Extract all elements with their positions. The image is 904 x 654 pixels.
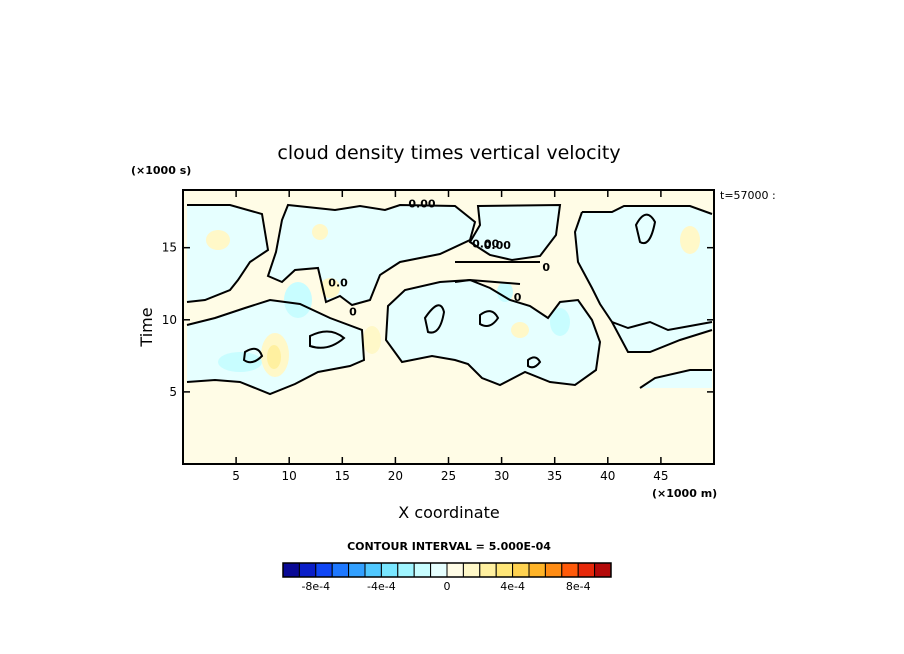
colorbar-tick-label: -4e-4 [367, 580, 396, 593]
contour-line [454, 261, 540, 285]
colorbar-swatch [298, 562, 317, 578]
contour-line [423, 304, 446, 334]
negative-patch [497, 282, 513, 302]
contour-line [266, 203, 477, 307]
colorbar-swatch [544, 562, 563, 578]
colorbar-swatch [594, 562, 612, 578]
contour-line [611, 320, 713, 332]
x-tick-label: 25 [441, 469, 456, 483]
negative-region [187, 205, 268, 302]
contour-line [186, 204, 270, 303]
contour-value-label: 0.00 [472, 238, 499, 251]
colorbar-swatch [282, 562, 300, 578]
colorbar-swatch [413, 562, 432, 578]
colorbar-swatch [397, 562, 415, 578]
x-tick-label: 40 [600, 469, 615, 483]
negative-patch [218, 352, 262, 372]
contour-value-label: 0 [514, 291, 522, 304]
negative-patch [550, 308, 570, 336]
colorbar-tick-label: 4e-4 [500, 580, 525, 593]
contour-line [309, 330, 346, 349]
contour-line [527, 356, 542, 369]
colorbar-swatch [577, 562, 596, 578]
contour-value-label: 0 [542, 261, 550, 274]
corner-label: t=57000 : [720, 189, 776, 202]
field-layer [186, 203, 713, 396]
contour-line [186, 298, 366, 396]
x-tick-label: 20 [388, 469, 403, 483]
contour-interval-label: CONTOUR INTERVAL = 5.000E-04 [347, 540, 551, 553]
x-tick-label: 10 [282, 469, 297, 483]
y-tick-label: 5 [169, 385, 177, 399]
negative-region [470, 205, 560, 260]
colorbar-swatch [462, 562, 481, 578]
contour-line [639, 369, 712, 389]
y-ticks: 5 10 15 [162, 241, 714, 399]
contour-value-label: 0.00 [484, 239, 511, 252]
x-tick-label: 35 [547, 469, 562, 483]
y-axis-label: Time [137, 307, 156, 347]
x-unit-label: (×1000 m) [652, 487, 717, 500]
positive-patch [680, 226, 700, 254]
colorbar-tick-label: 0 [444, 580, 451, 593]
colorbar-tick-label: 8e-4 [566, 580, 591, 593]
contour-line [479, 310, 500, 327]
colorbar-swatch [380, 562, 399, 578]
colorbar-swatch [495, 562, 514, 578]
negative-region [640, 370, 712, 388]
contour-line [468, 203, 562, 262]
negative-region [575, 206, 712, 352]
positive-patch [363, 326, 381, 354]
contour-value-label: 0 [349, 305, 357, 318]
colorbar-swatch [364, 562, 382, 578]
contour-value-label: 0.00 [408, 197, 435, 210]
colorbar-swatch [446, 562, 464, 578]
colorbar-swatch [512, 562, 530, 578]
x-axis-label: X coordinate [398, 503, 499, 522]
colorbar-swatch [528, 562, 546, 578]
contour-line [242, 347, 264, 364]
positive-patch [312, 224, 328, 240]
chart-title: cloud density times vertical velocity [277, 142, 620, 164]
x-tick-label: 30 [494, 469, 509, 483]
y-tick-label: 10 [162, 313, 177, 327]
colorbar-swatch [561, 562, 579, 578]
x-tick-label: 15 [335, 469, 350, 483]
colorbar-tick-label: -8e-4 [301, 580, 330, 593]
zero-contours [186, 203, 713, 396]
positive-patch [511, 322, 529, 338]
contour-line [384, 278, 602, 387]
x-tick-label: 5 [232, 469, 240, 483]
colorbar-swatch [348, 562, 366, 578]
y-unit-label: (×1000 s) [131, 164, 191, 177]
contour-value-label: 0.0 [328, 277, 348, 290]
x-tick-label: 45 [653, 469, 668, 483]
colorbar-swatch [315, 562, 333, 578]
negative-patch [284, 282, 312, 318]
colorbar-swatch [430, 562, 448, 578]
positive-patch [267, 345, 281, 369]
positive-patch [206, 230, 230, 250]
colorbar: -8e-4 -4e-4 0 4e-4 8e-4 [282, 562, 612, 593]
positive-patch [320, 278, 340, 298]
contour-line [573, 205, 713, 353]
x-ticks: 5 10 15 20 25 30 35 40 45 [232, 190, 669, 483]
colorbar-swatch [331, 562, 350, 578]
colorbar-swatch [479, 562, 497, 578]
contour-line [634, 213, 657, 244]
y-tick-label: 15 [162, 241, 177, 255]
colorbar-frame [282, 562, 612, 578]
